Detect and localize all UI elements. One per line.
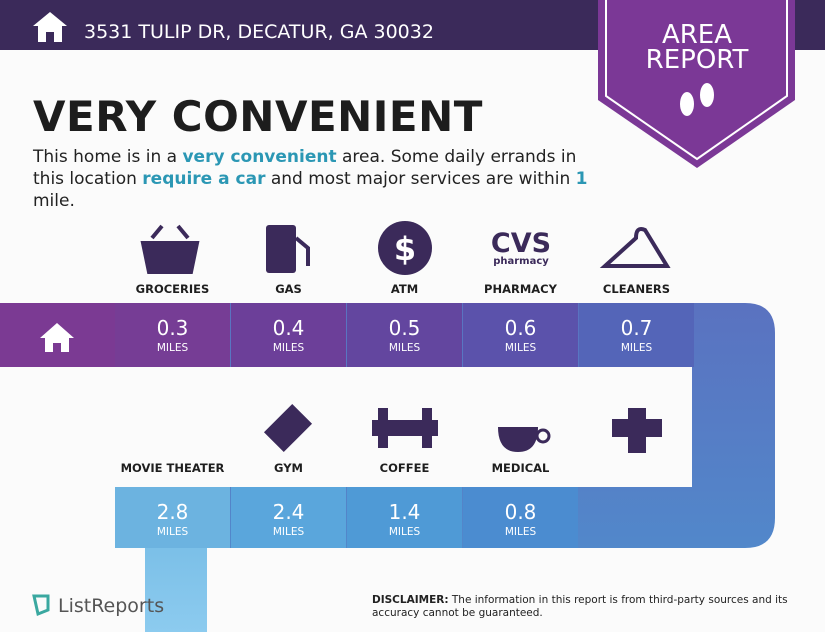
coffee-handle — [535, 428, 551, 444]
brand-logo — [32, 594, 50, 617]
distance-cell — [463, 487, 578, 548]
home-icon — [40, 323, 74, 352]
distance-unit: MILES — [505, 342, 537, 354]
cvs-logo: CVS — [491, 228, 551, 259]
amenity-label: ATM — [391, 282, 418, 296]
distance-cell — [231, 303, 346, 367]
distance-unit: MILES — [273, 342, 305, 354]
cvs-sub: pharmacy — [493, 256, 549, 267]
amenity-label: GYM — [274, 461, 303, 475]
gas-icon — [266, 225, 296, 273]
summary-part: and most major services are within — [265, 169, 576, 189]
summary-part: area. Some daily errands in this locatio… — [33, 147, 577, 189]
amenity-label: COFFEE — [380, 461, 430, 475]
amenity-label: GROCERIES — [136, 282, 210, 296]
disclaimer-label: DISCLAIMER: — [372, 594, 449, 606]
gas-hose — [294, 236, 310, 266]
ticket-icon — [263, 403, 313, 453]
distance-unit: MILES — [505, 526, 537, 538]
hanger-icon — [599, 227, 671, 268]
distance-unit: MILES — [157, 342, 189, 354]
distance: 0.6 — [505, 316, 537, 340]
summary-part: very convenient — [182, 147, 337, 167]
distance: 0.4 — [273, 316, 305, 340]
badge-border — [605, 0, 788, 161]
distance: 0.8 — [505, 500, 537, 524]
distance-cell — [115, 303, 230, 367]
distance-cell — [231, 487, 346, 548]
distance: 0.7 — [621, 316, 653, 340]
amenity-label: MOVIE THEATER — [121, 461, 225, 475]
distance-unit: MILES — [621, 342, 653, 354]
coffee-icon — [498, 427, 538, 452]
distance: 2.4 — [273, 500, 305, 524]
badge-line1: AREA — [662, 20, 732, 50]
distance: 1.4 — [389, 500, 421, 524]
amenity-label: PHARMACY — [484, 282, 558, 296]
amenity-label: MEDICAL — [492, 461, 550, 475]
distance-cell — [579, 303, 694, 367]
badge-line2: REPORT — [646, 45, 749, 75]
atm-icon — [378, 221, 432, 275]
home-icon — [33, 12, 67, 42]
distance-cell — [347, 487, 462, 548]
distance-unit: MILES — [273, 526, 305, 538]
icons: $ CVS pharmacy — [140, 221, 671, 453]
disclaimer: DISCLAIMER: The information in this repo… — [372, 594, 802, 620]
distance-cell — [347, 303, 462, 367]
address: 3531 TULIP DR, DECATUR, GA 30032 — [84, 21, 434, 43]
distance-unit: MILES — [389, 342, 421, 354]
distance-cell — [463, 303, 578, 367]
gym-icon — [372, 408, 438, 448]
distance-unit: MILES — [389, 526, 421, 538]
distance-cell — [115, 487, 230, 548]
basket-icon — [140, 224, 200, 274]
disclaimer-text: The information in this report is from t… — [372, 594, 788, 619]
footprint — [700, 83, 714, 107]
summary-part: require a car — [142, 169, 266, 189]
distance-unit: MILES — [157, 526, 189, 538]
amenity-label: CLEANERS — [603, 282, 670, 296]
medical-icon — [612, 408, 662, 453]
brand: ListReports — [58, 595, 164, 617]
summary: This home is in a very convenient area. … — [33, 146, 593, 212]
summary-part: This home is in a — [33, 147, 183, 167]
atm-symbol: $ — [394, 230, 416, 268]
distance: 0.3 — [157, 316, 189, 340]
footprint — [680, 92, 694, 116]
distance: 0.5 — [389, 316, 421, 340]
distance: 2.8 — [157, 500, 189, 524]
headline: VERY CONVENIENT — [33, 92, 483, 141]
summary-part: 1 — [575, 169, 588, 189]
summary-part: mile. — [33, 191, 75, 211]
amenity-label: GAS — [275, 282, 302, 296]
